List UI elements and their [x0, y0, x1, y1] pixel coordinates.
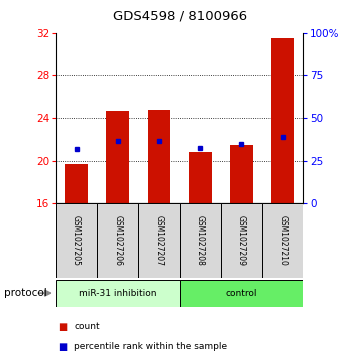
Text: GSM1027206: GSM1027206	[113, 215, 122, 266]
Text: GDS4598 / 8100966: GDS4598 / 8100966	[113, 9, 248, 22]
Bar	[221, 203, 262, 278]
Bar	[148, 110, 170, 203]
Text: GSM1027208: GSM1027208	[196, 215, 205, 266]
Bar	[180, 280, 303, 307]
Bar	[65, 164, 88, 203]
Text: percentile rank within the sample: percentile rank within the sample	[74, 342, 227, 351]
Text: GSM1027205: GSM1027205	[72, 215, 81, 266]
Bar	[56, 203, 97, 278]
Text: control: control	[226, 289, 257, 298]
Bar	[106, 111, 129, 203]
Bar	[271, 38, 294, 203]
Text: count: count	[74, 322, 100, 331]
Bar	[262, 203, 303, 278]
Bar	[189, 152, 212, 203]
Bar	[180, 203, 221, 278]
Text: miR-31 inhibition: miR-31 inhibition	[79, 289, 157, 298]
Text: GSM1027207: GSM1027207	[155, 215, 164, 266]
Text: protocol: protocol	[4, 288, 46, 298]
Bar	[56, 280, 180, 307]
Bar	[230, 144, 253, 203]
Bar	[97, 203, 138, 278]
Text: GSM1027210: GSM1027210	[278, 215, 287, 266]
Bar	[138, 203, 180, 278]
Text: GSM1027209: GSM1027209	[237, 215, 246, 266]
Text: ■: ■	[58, 342, 67, 352]
Text: ■: ■	[58, 322, 67, 332]
